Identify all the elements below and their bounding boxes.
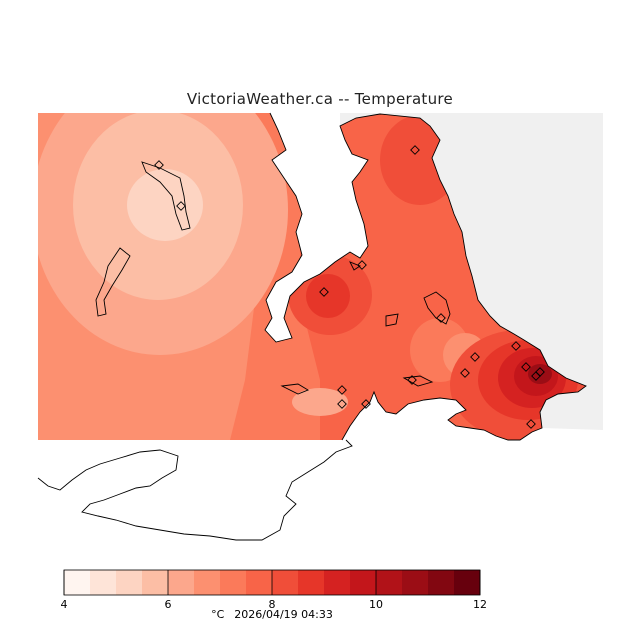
station-markers [154,145,545,429]
station-marker [470,352,480,362]
legend-bin [246,570,273,595]
station-marker [521,362,531,372]
legend-bin [350,570,377,595]
coastline-main [264,112,587,441]
legend-colorbar [63,569,481,596]
station-marker [337,399,347,409]
legend-tick-label: 6 [165,598,172,611]
station-marker [526,419,536,429]
legend-bin [324,570,351,595]
island-small-1 [385,313,399,327]
legend-tick-label: 10 [369,598,383,611]
legend-bin [272,570,299,595]
legend-bin [90,570,117,595]
station-marker [436,313,446,323]
station-marker [460,368,470,378]
station-marker [535,367,545,377]
legend-bin [168,570,195,595]
coastline-south [37,439,353,541]
legend-tick-label: 12 [473,598,487,611]
legend-unit: °C [211,608,225,621]
station-marker [176,201,186,211]
station-marker [357,260,367,270]
station-marker [407,375,417,385]
station-marker [410,145,420,155]
station-marker [511,341,521,351]
map-title: VictoriaWeather.ca -- Temperature [186,90,454,108]
legend-tick-label: 4 [61,598,68,611]
legend-bin [428,570,455,595]
water-inlet [265,113,368,342]
legend-bin [64,570,91,595]
legend-bin [220,570,247,595]
legend-bin [376,570,403,595]
legend-bin [454,570,481,595]
legend-bin [194,570,221,595]
legend-bin [298,570,325,595]
island-central [423,291,451,325]
legend-bin [402,570,429,595]
station-marker [361,399,371,409]
island-west [95,247,131,317]
station-marker [337,385,347,395]
legend-tick-label: 8 [269,598,276,611]
legend-bin [116,570,143,595]
legend-ticks: 4 6 8 10 12 [61,570,487,611]
island-small-2 [280,383,310,395]
station-marker [154,160,164,170]
water-south [38,392,603,543]
island-small-4 [349,261,361,271]
legend-timestamp: 2026/04/19 04:33 [234,608,333,621]
island-north [141,161,191,231]
station-marker [319,287,329,297]
legend-caption: °C 2026/04/19 04:33 [0,608,544,621]
legend-bin [142,570,169,595]
